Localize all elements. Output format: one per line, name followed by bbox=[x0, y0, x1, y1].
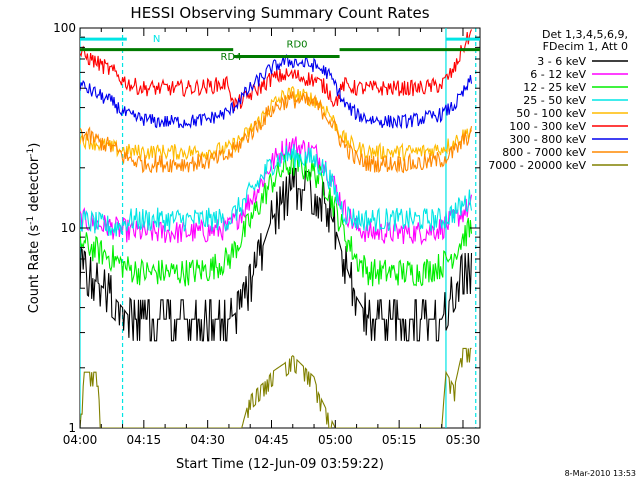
x-tick-label-2: 04:30 bbox=[190, 433, 225, 447]
y-axis-label-mid: detector bbox=[27, 156, 42, 216]
y-axis-label-close: ) bbox=[27, 143, 42, 148]
legend-header-line2: FDecim 1, Att 0 bbox=[543, 40, 628, 53]
y-tick-label-0: 1 bbox=[68, 421, 76, 435]
series-line-3 bbox=[80, 144, 473, 237]
x-tick-label-5: 05:15 bbox=[382, 433, 417, 447]
annotation-2: RD0 bbox=[287, 40, 308, 51]
x-tick-label-1: 04:15 bbox=[127, 433, 162, 447]
series-line-0 bbox=[80, 167, 473, 342]
series-line-7 bbox=[80, 91, 473, 174]
series-line-8 bbox=[80, 347, 472, 428]
footer-date: 8-Mar-2010 13:53 bbox=[565, 469, 636, 478]
plot-area: N RD4 RD0 bbox=[79, 27, 481, 429]
x-tick-label-3: 04:45 bbox=[254, 433, 289, 447]
series-line-5 bbox=[80, 29, 473, 112]
y-axis-label-sup2: -1 bbox=[26, 148, 36, 157]
x-tick-label-6: 05:30 bbox=[446, 433, 481, 447]
legend-label-4: 50 - 100 keV bbox=[516, 107, 586, 120]
y-axis-label-main: Count Rate (s bbox=[27, 225, 42, 314]
plot-data bbox=[80, 28, 480, 428]
y-axis-label: Count Rate (s-1 detector-1) bbox=[26, 143, 42, 314]
legend: Det 1,3,4,5,6,9, FDecim 1, Att 0 3 - 6 k… bbox=[488, 28, 628, 172]
x-axis-label: Start Time (12-Jun-09 03:59:22) bbox=[176, 457, 384, 472]
chart-title: HESSI Observing Summary Count Rates bbox=[130, 4, 429, 22]
series-line-2 bbox=[80, 151, 473, 287]
x-tick-label-0: 04:00 bbox=[63, 433, 98, 447]
y-axis-label-sup: -1 bbox=[26, 216, 36, 225]
annotation-0: N bbox=[153, 34, 160, 45]
series-line-1 bbox=[80, 136, 473, 246]
legend-header-line1: Det 1,3,4,5,6,9, bbox=[542, 28, 628, 41]
annotation-1: RD4 bbox=[221, 52, 242, 63]
x-tick-label-4: 05:00 bbox=[318, 433, 353, 447]
series-line-6 bbox=[80, 54, 473, 130]
x-axis-ticks: 04:00 04:15 04:30 04:45 05:00 05:15 05:30 bbox=[63, 28, 481, 447]
legend-label-1: 6 - 12 keV bbox=[530, 68, 586, 81]
legend-label-6: 300 - 800 keV bbox=[509, 133, 586, 146]
y-tick-label-1: 10 bbox=[61, 221, 76, 235]
y-axis-ticks: 1 10 100 bbox=[53, 21, 480, 435]
legend-label-5: 100 - 300 keV bbox=[509, 120, 586, 133]
legend-label-8: 7000 - 20000 keV bbox=[488, 159, 586, 172]
y-tick-label-2: 100 bbox=[53, 21, 76, 35]
legend-label-2: 12 - 25 keV bbox=[523, 81, 586, 94]
legend-label-0: 3 - 6 keV bbox=[537, 55, 586, 68]
legend-label-7: 800 - 7000 keV bbox=[502, 146, 586, 159]
legend-label-3: 25 - 50 keV bbox=[523, 94, 586, 107]
